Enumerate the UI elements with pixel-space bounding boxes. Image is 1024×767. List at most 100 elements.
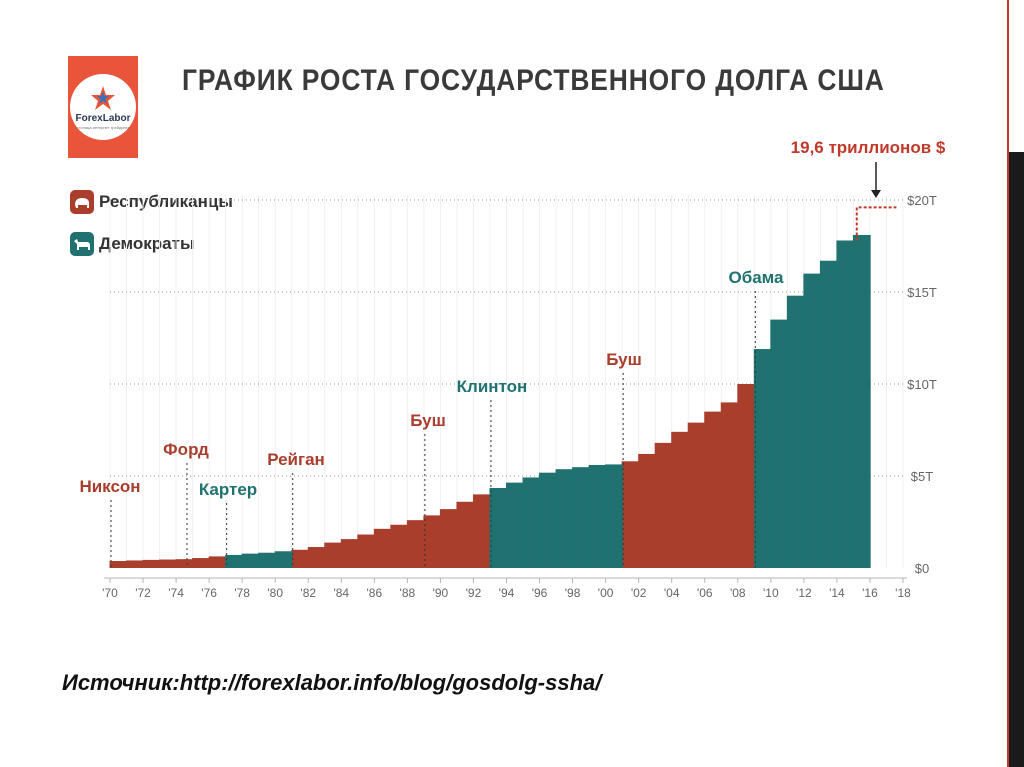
x-tick-label: '12 — [796, 586, 812, 600]
y-tick-label: $15T — [907, 285, 937, 300]
bar — [720, 402, 739, 568]
x-tick-label: '78 — [234, 586, 250, 600]
bar — [852, 234, 871, 568]
bar — [423, 515, 442, 568]
x-tick-label: '02 — [631, 586, 647, 600]
bar — [307, 547, 326, 568]
bar — [770, 319, 789, 568]
logo-subtext: столица интернет трейдинга — [76, 124, 130, 130]
annotation-total-debt: 19,6 триллионов $ — [791, 138, 946, 157]
bar — [489, 487, 508, 568]
x-tick-label: '06 — [697, 586, 713, 600]
president-label: Форд — [163, 440, 209, 459]
x-tick-label: '10 — [763, 586, 779, 600]
projection-line — [855, 206, 897, 241]
bar — [753, 349, 772, 568]
y-tick-label: $5T — [911, 469, 933, 484]
x-tick-label: '92 — [466, 586, 482, 600]
x-tick-label: '00 — [598, 586, 614, 600]
bar — [654, 442, 673, 568]
x-tick-label: '94 — [499, 586, 515, 600]
y-tick-label: $10T — [907, 377, 937, 392]
x-tick-label: '04 — [664, 586, 680, 600]
bar — [819, 260, 838, 568]
president-label: Никсон — [79, 477, 140, 496]
bar — [291, 549, 309, 568]
president-label: Буш — [606, 350, 642, 369]
x-tick-label: '76 — [201, 586, 217, 600]
x-tick-label: '80 — [267, 586, 283, 600]
page-frame-bar — [1009, 152, 1024, 767]
x-tick-label: '84 — [333, 586, 349, 600]
bar — [406, 520, 425, 568]
bar — [621, 461, 640, 568]
bar — [588, 464, 607, 568]
bar — [803, 273, 822, 568]
bar — [836, 240, 855, 569]
y-tick-label: $20T — [907, 193, 937, 208]
x-tick-label: '90 — [433, 586, 449, 600]
legend-republicans: Республиканцы — [70, 190, 233, 214]
bar — [522, 477, 541, 568]
x-tick-label: '74 — [168, 586, 184, 600]
donkey-icon — [70, 232, 94, 256]
bar — [704, 411, 722, 568]
bar — [390, 524, 409, 568]
bar — [539, 472, 557, 568]
bar — [572, 467, 590, 568]
x-tick-label: '98 — [565, 586, 581, 600]
bar — [192, 558, 210, 568]
bar — [456, 501, 475, 568]
bar — [472, 494, 491, 568]
legend-democrats: Демократы — [70, 232, 194, 256]
bar — [159, 559, 177, 568]
bar — [225, 554, 243, 568]
source-link[interactable]: Источник:http://forexlabor.info/blog/gos… — [62, 670, 602, 695]
president-label: Буш — [410, 411, 446, 430]
bar — [258, 552, 276, 568]
x-tick-label: '16 — [862, 586, 878, 600]
x-tick-label: '14 — [829, 586, 845, 600]
bar — [142, 559, 161, 568]
x-tick-label: '72 — [135, 586, 151, 600]
x-tick-label: '08 — [730, 586, 746, 600]
forexlabor-logo: ForexLabor столица интернет трейдинга — [68, 56, 138, 158]
bar — [605, 464, 623, 568]
x-tick-label: '18 — [895, 586, 911, 600]
president-label: Клинтон — [457, 377, 528, 396]
y-tick-label: $0 — [915, 561, 929, 576]
bar — [126, 560, 144, 568]
bar — [274, 551, 293, 568]
bar — [671, 431, 689, 568]
bar — [555, 469, 574, 568]
bar — [324, 542, 342, 568]
bar — [786, 295, 805, 568]
x-tick-label: '70 — [102, 586, 118, 600]
legend-label-republicans: Республиканцы — [99, 192, 233, 211]
x-tick-label: '86 — [367, 586, 383, 600]
president-label: Картер — [199, 480, 257, 499]
president-label: Обама — [729, 268, 785, 287]
x-tick-label: '82 — [300, 586, 316, 600]
bar — [737, 384, 756, 568]
logo-circle: ForexLabor столица интернет трейдинга — [70, 74, 136, 140]
bar — [241, 553, 260, 568]
bar — [208, 556, 227, 568]
president-label: Рейган — [267, 450, 325, 469]
bar — [373, 528, 392, 568]
page-title: ГРАФИК РОСТА ГОСУДАРСТВЕННОГО ДОЛГА США — [182, 64, 885, 97]
bar — [357, 534, 376, 568]
x-tick-label: '96 — [532, 586, 548, 600]
x-tick-label: '88 — [400, 586, 416, 600]
bar — [439, 509, 458, 568]
bar — [340, 539, 359, 568]
legend-label-democrats: Демократы — [99, 234, 195, 253]
bar — [638, 453, 656, 568]
bar — [109, 561, 128, 568]
annotation-arrowhead — [871, 190, 881, 198]
elephant-icon — [70, 190, 94, 214]
bar — [506, 482, 524, 568]
star-icon — [91, 85, 115, 110]
logo-text: ForexLabor — [75, 112, 131, 124]
